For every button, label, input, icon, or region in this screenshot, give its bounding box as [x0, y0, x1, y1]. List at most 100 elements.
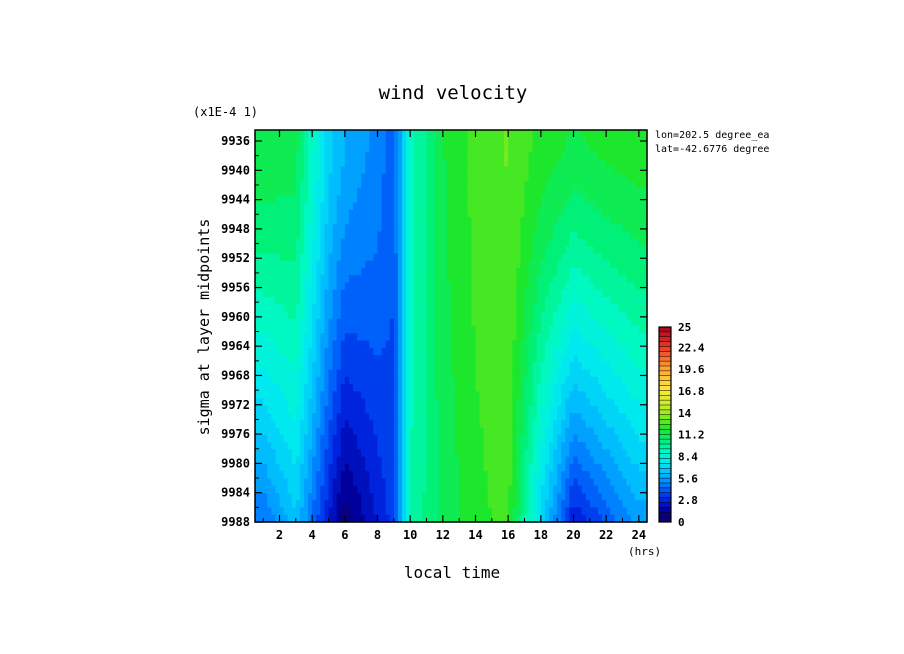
heatmap-cell: [361, 180, 366, 189]
heatmap-cell: [422, 238, 428, 247]
heatmap-cell: [544, 253, 550, 262]
heatmap-cell: [438, 209, 444, 218]
heatmap-cell: [598, 442, 603, 451]
heatmap-cell: [340, 427, 346, 436]
heatmap-cell: [267, 260, 272, 269]
heatmap-cell: [291, 463, 297, 472]
heatmap-cell: [593, 471, 599, 480]
heatmap-cell: [630, 333, 636, 342]
heatmap-cell: [528, 333, 534, 342]
heatmap-cell: [610, 238, 615, 247]
heatmap-cell: [255, 289, 260, 298]
heatmap-cell: [528, 260, 534, 269]
heatmap-cell: [508, 434, 513, 443]
heatmap-cell: [630, 463, 636, 472]
heatmap-cell: [402, 159, 407, 167]
heatmap-cell: [565, 318, 571, 327]
heatmap-cell: [557, 333, 562, 342]
heatmap-cell: [500, 267, 505, 276]
heatmap-cell: [283, 137, 289, 146]
heatmap-cell: [361, 217, 366, 225]
heatmap-cell: [471, 151, 477, 160]
heatmap-cell: [365, 173, 370, 182]
heatmap-cell: [610, 333, 615, 342]
heatmap-cell: [434, 151, 440, 160]
heatmap-cell: [320, 391, 326, 400]
heatmap-cell: [377, 188, 383, 196]
heatmap-cell: [451, 355, 456, 363]
heatmap-cell: [581, 391, 587, 400]
heatmap-cell: [295, 253, 301, 262]
heatmap-cell: [287, 159, 293, 167]
heatmap-cell: [328, 144, 334, 153]
heatmap-cell: [459, 355, 464, 363]
heatmap-cell: [532, 492, 538, 501]
heatmap-cell: [385, 434, 391, 443]
heatmap-cell: [291, 275, 297, 284]
heatmap-cell: [259, 376, 264, 385]
heatmap-cell: [406, 260, 411, 269]
heatmap-cell: [410, 362, 415, 371]
heatmap-cell: [271, 456, 277, 465]
heatmap-cell: [410, 434, 415, 443]
heatmap-cell: [369, 326, 375, 334]
heatmap-cell: [324, 347, 330, 356]
heatmap-cell: [393, 427, 399, 436]
heatmap-cell: [504, 275, 509, 284]
heatmap-cell: [487, 209, 493, 218]
heatmap-cell: [504, 391, 509, 400]
heatmap-cell: [430, 485, 436, 494]
heatmap-cell: [393, 413, 399, 421]
heatmap-cell: [532, 384, 538, 392]
heatmap-cell: [348, 384, 354, 392]
heatmap-cell: [610, 449, 615, 458]
heatmap-cell: [389, 398, 395, 407]
heatmap-cell: [397, 224, 403, 233]
heatmap-cell: [430, 173, 436, 182]
heatmap-cell: [455, 485, 460, 494]
heatmap-cell: [524, 500, 530, 509]
heatmap-cell: [577, 463, 583, 472]
heatmap-cell: [467, 434, 473, 443]
heatmap-cell: [287, 420, 293, 429]
heatmap-cell: [495, 217, 501, 225]
heatmap-cell: [255, 202, 260, 211]
heatmap-cell: [332, 238, 338, 247]
heatmap-cell: [569, 340, 575, 349]
heatmap-cell: [275, 180, 281, 189]
heatmap-cell: [414, 253, 419, 262]
heatmap-cell: [581, 159, 587, 167]
heatmap-cell: [467, 449, 473, 458]
heatmap-cell: [581, 246, 587, 255]
heatmap-cell: [610, 434, 615, 443]
heatmap-cell: [479, 463, 485, 472]
heatmap-cell: [577, 427, 583, 436]
heatmap-cell: [348, 267, 354, 276]
heatmap-cell: [520, 420, 526, 429]
heatmap-cell: [299, 333, 305, 342]
heatmap-cell: [536, 231, 542, 240]
heatmap-cell: [593, 478, 599, 487]
heatmap-cell: [516, 398, 522, 407]
heatmap-cell: [422, 224, 428, 233]
heatmap-cell: [459, 333, 464, 342]
heatmap-cell: [504, 253, 509, 262]
heatmap-cell: [483, 289, 489, 298]
heatmap-cell: [585, 180, 591, 189]
heatmap-cell: [573, 347, 579, 356]
heatmap-cell: [402, 384, 407, 392]
heatmap-cell: [295, 376, 301, 385]
heatmap-cell: [475, 362, 481, 371]
heatmap-cell: [353, 137, 358, 146]
heatmap-cell: [385, 217, 391, 225]
heatmap-cell: [418, 151, 424, 160]
heatmap-cell: [353, 144, 358, 153]
heatmap-cell: [291, 289, 297, 298]
heatmap-cell: [573, 420, 579, 429]
heatmap-cell: [618, 333, 624, 342]
heatmap-cell: [434, 500, 440, 509]
heatmap-cell: [459, 463, 464, 472]
heatmap-cell: [328, 195, 334, 204]
heatmap-cell: [275, 253, 281, 262]
heatmap-cell: [308, 159, 313, 167]
